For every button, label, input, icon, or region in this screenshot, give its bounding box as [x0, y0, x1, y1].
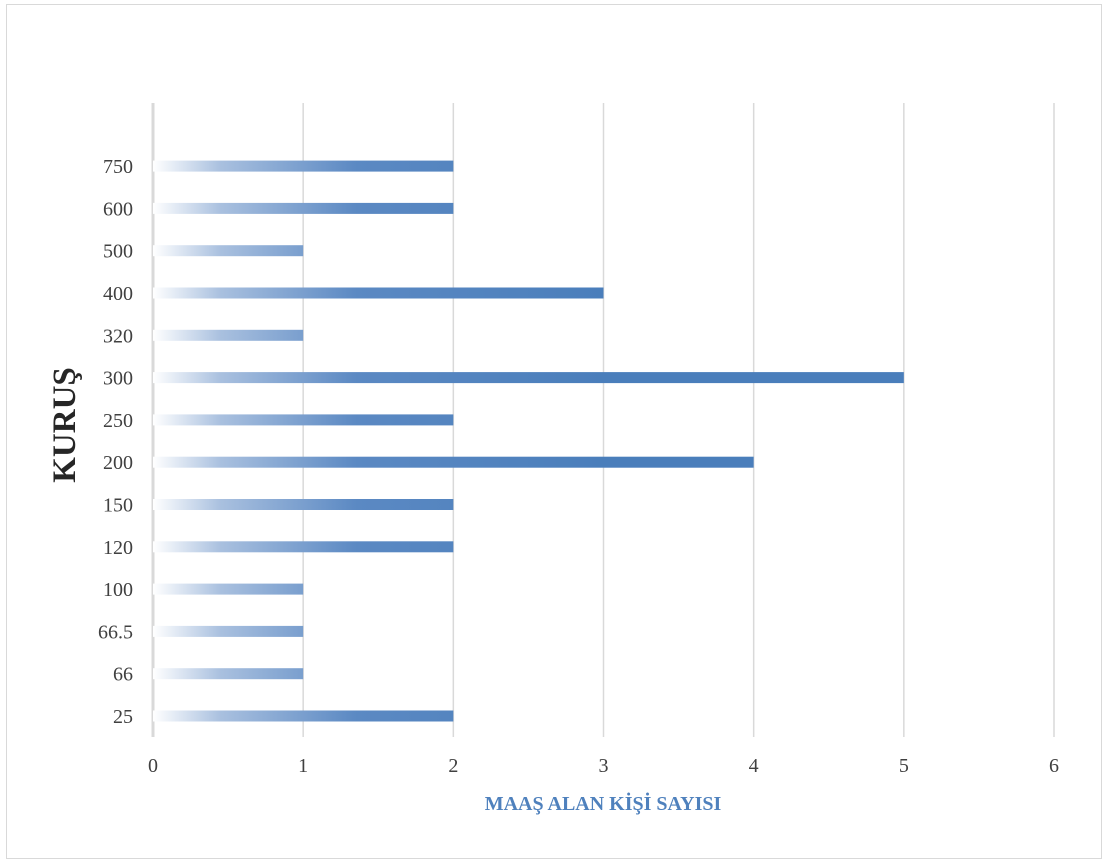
y-tick-label: 66.5 [98, 621, 133, 643]
bar-600 [153, 202, 454, 214]
x-tick-label: 4 [749, 755, 759, 777]
bar-66 [153, 668, 304, 680]
y-axis-title: KURUŞ [47, 367, 83, 483]
bar-500 [153, 245, 304, 257]
x-tick-label: 6 [1049, 755, 1059, 777]
y-tick-label: 100 [103, 579, 133, 601]
bar-25 [153, 710, 454, 722]
bar-66.5 [153, 625, 304, 637]
x-tick-label: 5 [899, 755, 909, 777]
y-tick-labels: 25 66 66.5 100 120 150 200 250 300 320 400 500 600 75… [98, 156, 133, 728]
bar-200 [153, 456, 754, 468]
x-tick-labels: 0 1 2 3 4 5 6 [148, 755, 1059, 777]
x-tick-label: 3 [599, 755, 609, 777]
y-tick-label: 150 [103, 495, 133, 517]
y-tick-label: 25 [113, 706, 133, 728]
y-tick-label: 120 [103, 537, 133, 559]
bar-120 [153, 541, 454, 553]
x-tick-label: 0 [148, 755, 158, 777]
x-axis-title: MAAŞ ALAN KİŞİ SAYISI [485, 791, 722, 815]
bar-100 [153, 583, 304, 595]
x-tick-label: 2 [448, 755, 458, 777]
bar-300 [153, 372, 904, 384]
bars [153, 160, 904, 722]
y-tick-label: 600 [103, 198, 133, 220]
y-tick-label: 400 [103, 283, 133, 305]
y-tick-label: 320 [103, 325, 133, 347]
bar-750 [153, 160, 454, 172]
x-tick-label: 1 [298, 755, 308, 777]
y-tick-label: 300 [103, 368, 133, 390]
y-tick-label: 200 [103, 452, 133, 474]
bar-250 [153, 414, 454, 426]
bar-150 [153, 499, 454, 510]
y-tick-label: 750 [103, 156, 133, 178]
y-tick-label: 250 [103, 410, 133, 432]
bar-320 [153, 329, 304, 341]
y-tick-label: 66 [113, 664, 133, 686]
y-tick-label: 500 [103, 241, 133, 263]
bar-400 [153, 287, 604, 299]
